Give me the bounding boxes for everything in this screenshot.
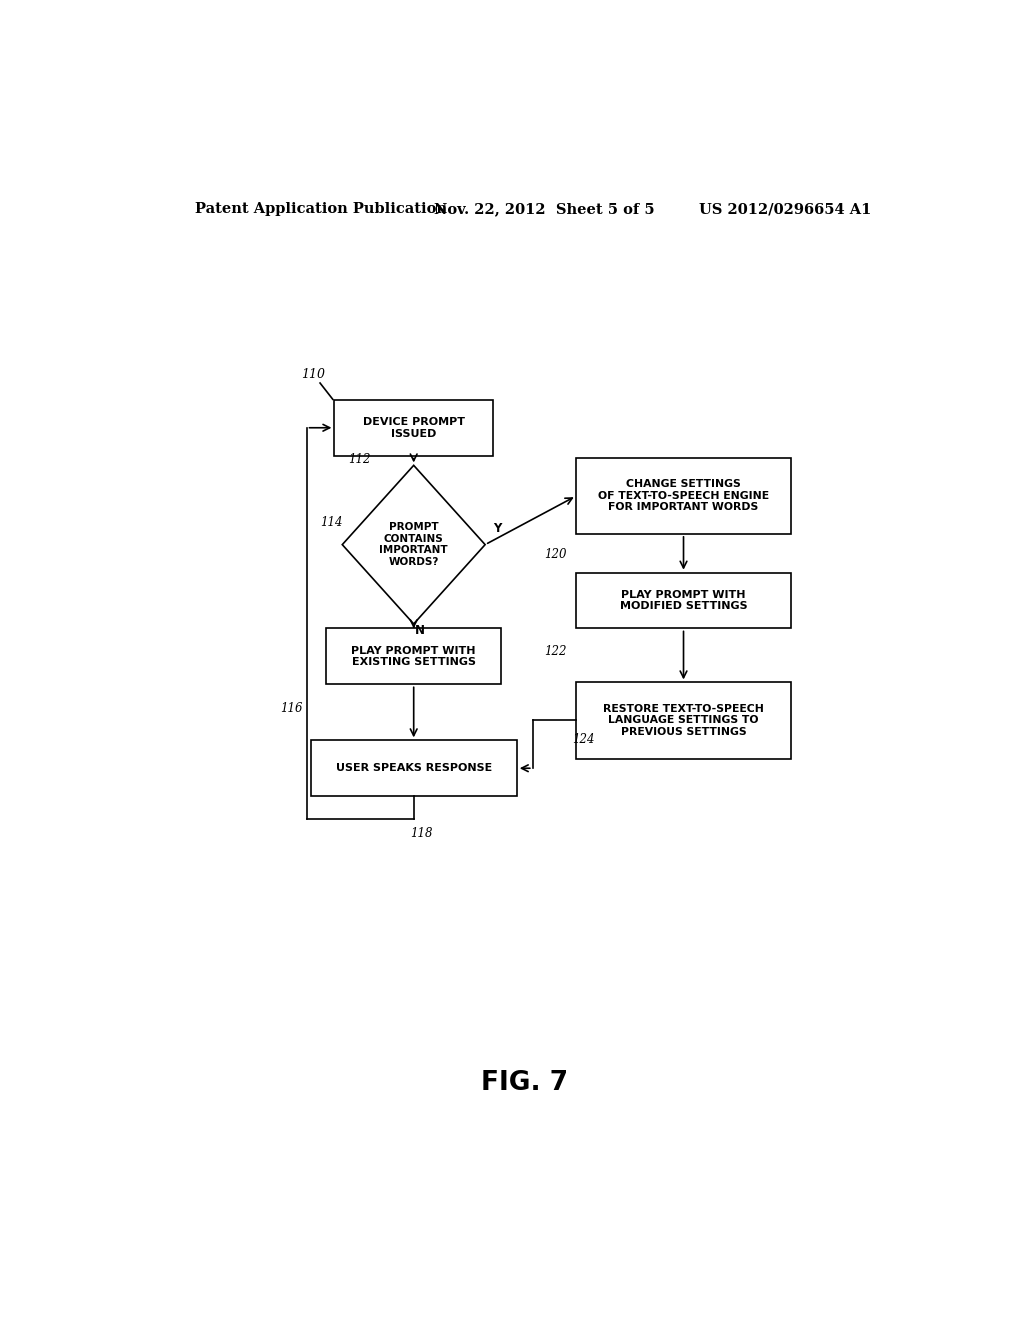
FancyBboxPatch shape [577,682,791,759]
Text: US 2012/0296654 A1: US 2012/0296654 A1 [699,202,871,216]
Text: 124: 124 [572,733,595,746]
FancyBboxPatch shape [334,400,494,455]
Polygon shape [342,466,485,624]
Text: N: N [415,624,425,638]
FancyBboxPatch shape [310,741,517,796]
FancyBboxPatch shape [577,458,791,535]
FancyBboxPatch shape [577,573,791,628]
Text: 122: 122 [545,645,567,659]
Text: 112: 112 [348,453,371,466]
Text: PROMPT
CONTAINS
IMPORTANT
WORDS?: PROMPT CONTAINS IMPORTANT WORDS? [379,523,449,568]
Text: 114: 114 [321,516,343,529]
Text: 118: 118 [410,826,432,840]
Text: PLAY PROMPT WITH
MODIFIED SETTINGS: PLAY PROMPT WITH MODIFIED SETTINGS [620,590,748,611]
Text: DEVICE PROMPT
ISSUED: DEVICE PROMPT ISSUED [362,417,465,438]
Text: Nov. 22, 2012  Sheet 5 of 5: Nov. 22, 2012 Sheet 5 of 5 [433,202,654,216]
Text: Y: Y [494,523,502,536]
FancyBboxPatch shape [327,628,501,684]
Text: PLAY PROMPT WITH
EXISTING SETTINGS: PLAY PROMPT WITH EXISTING SETTINGS [351,645,476,667]
Text: 120: 120 [545,548,567,561]
Text: RESTORE TEXT-TO-SPEECH
LANGUAGE SETTINGS TO
PREVIOUS SETTINGS: RESTORE TEXT-TO-SPEECH LANGUAGE SETTINGS… [603,704,764,737]
Text: CHANGE SETTINGS
OF TEXT-TO-SPEECH ENGINE
FOR IMPORTANT WORDS: CHANGE SETTINGS OF TEXT-TO-SPEECH ENGINE… [598,479,769,512]
Text: Patent Application Publication: Patent Application Publication [196,202,447,216]
Text: FIG. 7: FIG. 7 [481,1071,568,1097]
Text: USER SPEAKS RESPONSE: USER SPEAKS RESPONSE [336,763,492,774]
Text: 110: 110 [301,368,325,381]
Text: 116: 116 [281,702,303,715]
